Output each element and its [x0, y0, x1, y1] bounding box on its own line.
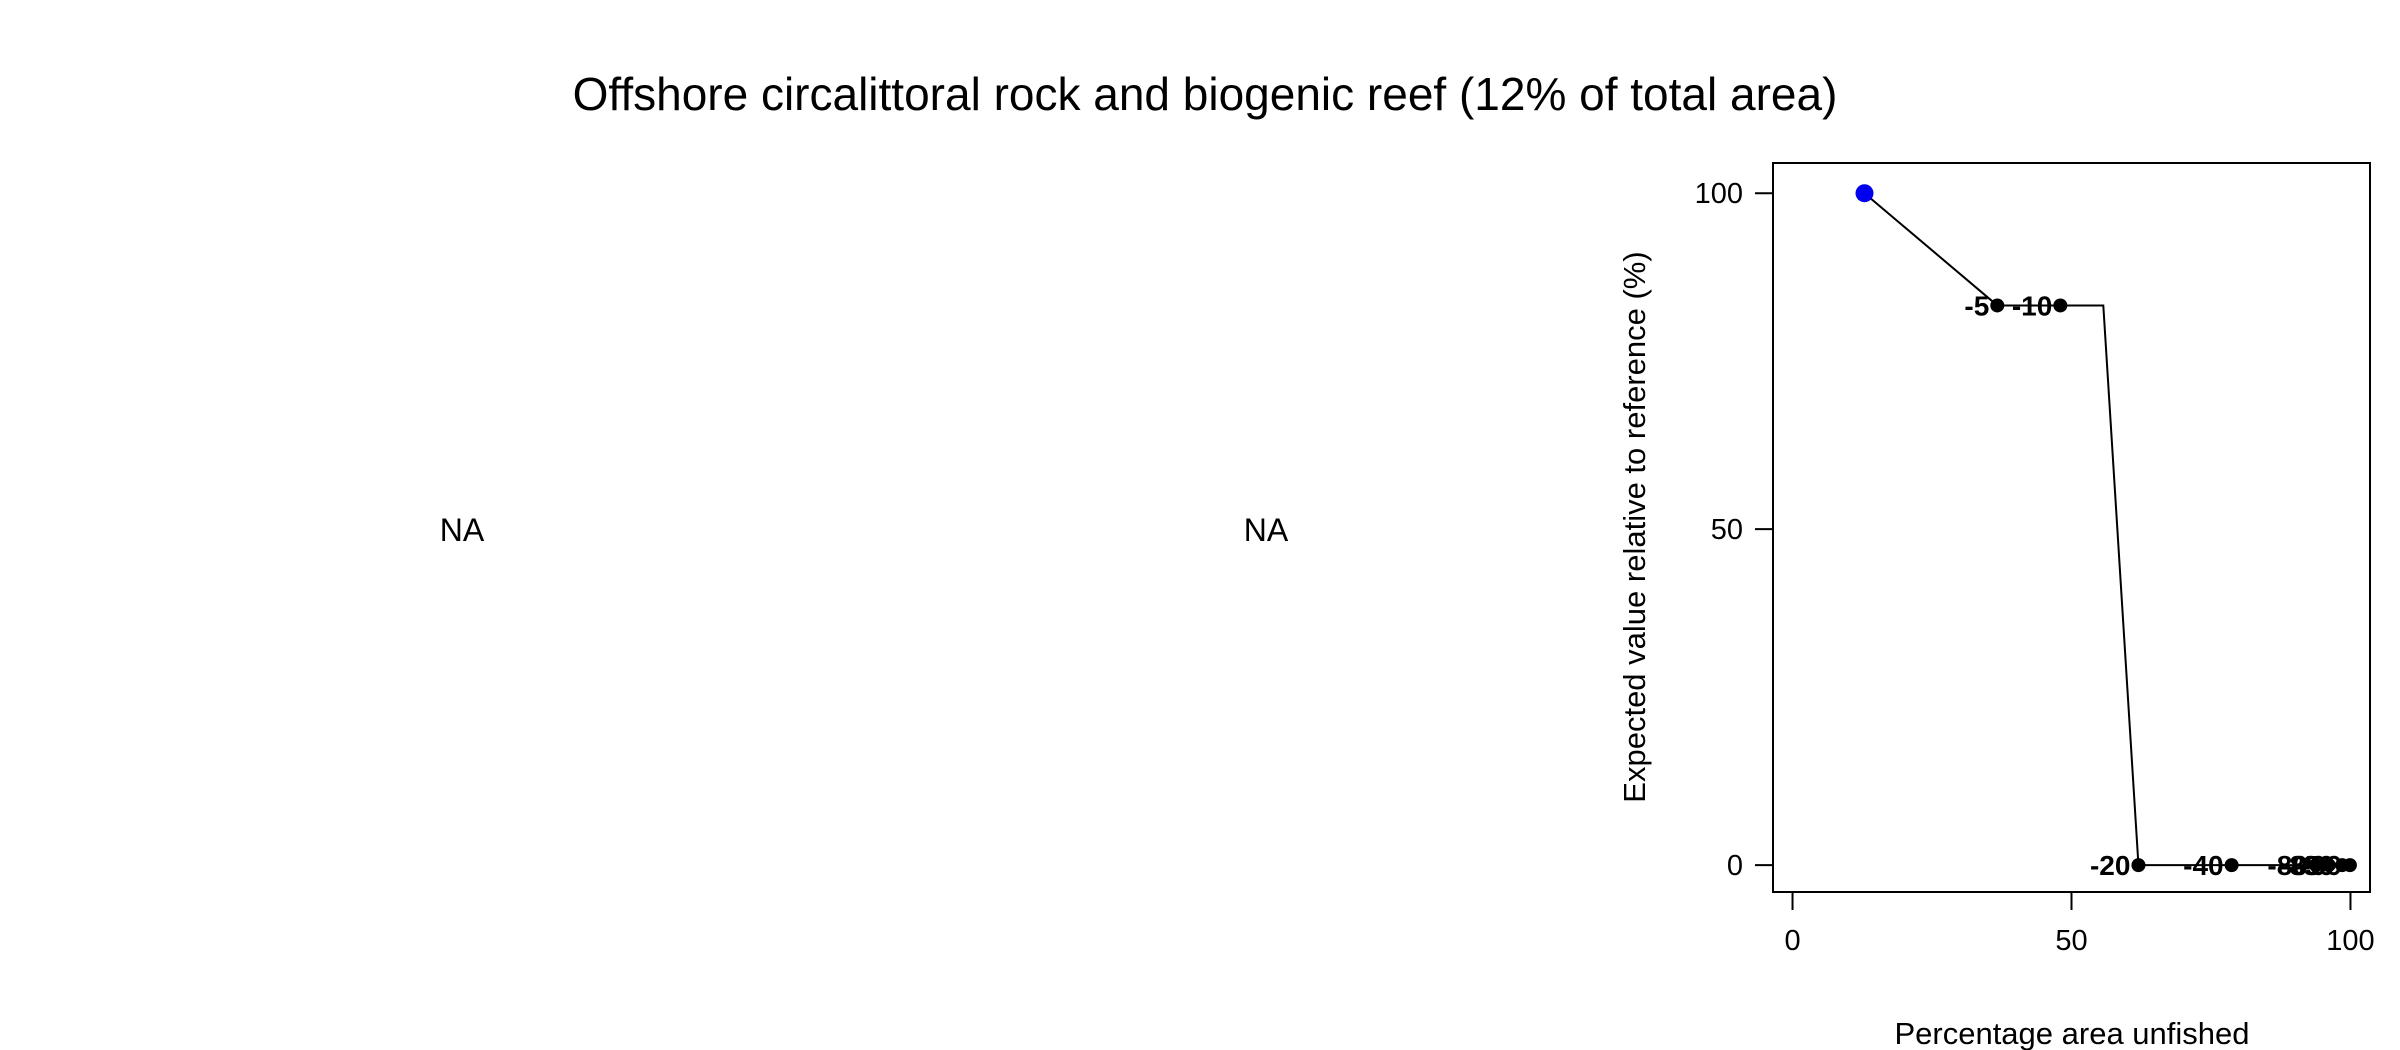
step-line — [1863, 192, 2350, 867]
reference-point — [1855, 184, 1874, 203]
data-point — [1990, 298, 2005, 313]
panel-na-middle: NA — [1244, 512, 1289, 548]
panel-na-left: NA — [440, 512, 485, 548]
data-point-label: -20 — [2090, 850, 2130, 881]
x-tick-label: 50 — [2055, 925, 2087, 957]
data-point — [2321, 858, 2336, 873]
figure-title: Offshore circalittoral rock and biogenic… — [573, 68, 1838, 120]
y-axis: 0 50 100 — [1695, 178, 1774, 882]
y-tick-label: 50 — [1711, 514, 1743, 546]
data-point — [2342, 858, 2357, 873]
points-layer — [1855, 184, 2357, 873]
data-point-label: -90 — [2294, 850, 2334, 881]
x-axis-label: Percentage area unfished — [1894, 1016, 2249, 1050]
x-tick-label: 0 — [1784, 925, 1800, 957]
y-axis-label: Expected value relative to reference (%) — [1617, 251, 1652, 802]
data-point-label: -40 — [2183, 850, 2223, 881]
point-labels: -5 -10 -20 -40 -80-85-90-99 — [1964, 290, 2342, 881]
data-point-label: -99 — [2301, 850, 2341, 881]
x-tick-label: 100 — [2326, 925, 2374, 957]
data-point-label: -85 — [2280, 850, 2320, 881]
series-layer — [1863, 192, 2350, 867]
data-point — [2131, 858, 2146, 873]
data-point — [2224, 858, 2239, 873]
data-point-label: -10 — [2012, 290, 2052, 321]
x-axis: 0 50 100 — [1784, 891, 2375, 957]
data-point-label: -5 — [1964, 290, 1989, 321]
plot-frame — [1772, 162, 2371, 893]
data-point — [2308, 858, 2323, 873]
y-tick-label: 100 — [1695, 178, 1743, 210]
data-point — [2053, 298, 2068, 313]
step-chart: 0 50 100 0 50 100 Percentage area unfished E… — [1617, 162, 2375, 1050]
data-point-label: -80 — [2267, 850, 2307, 881]
y-tick-label: 0 — [1727, 850, 1743, 882]
